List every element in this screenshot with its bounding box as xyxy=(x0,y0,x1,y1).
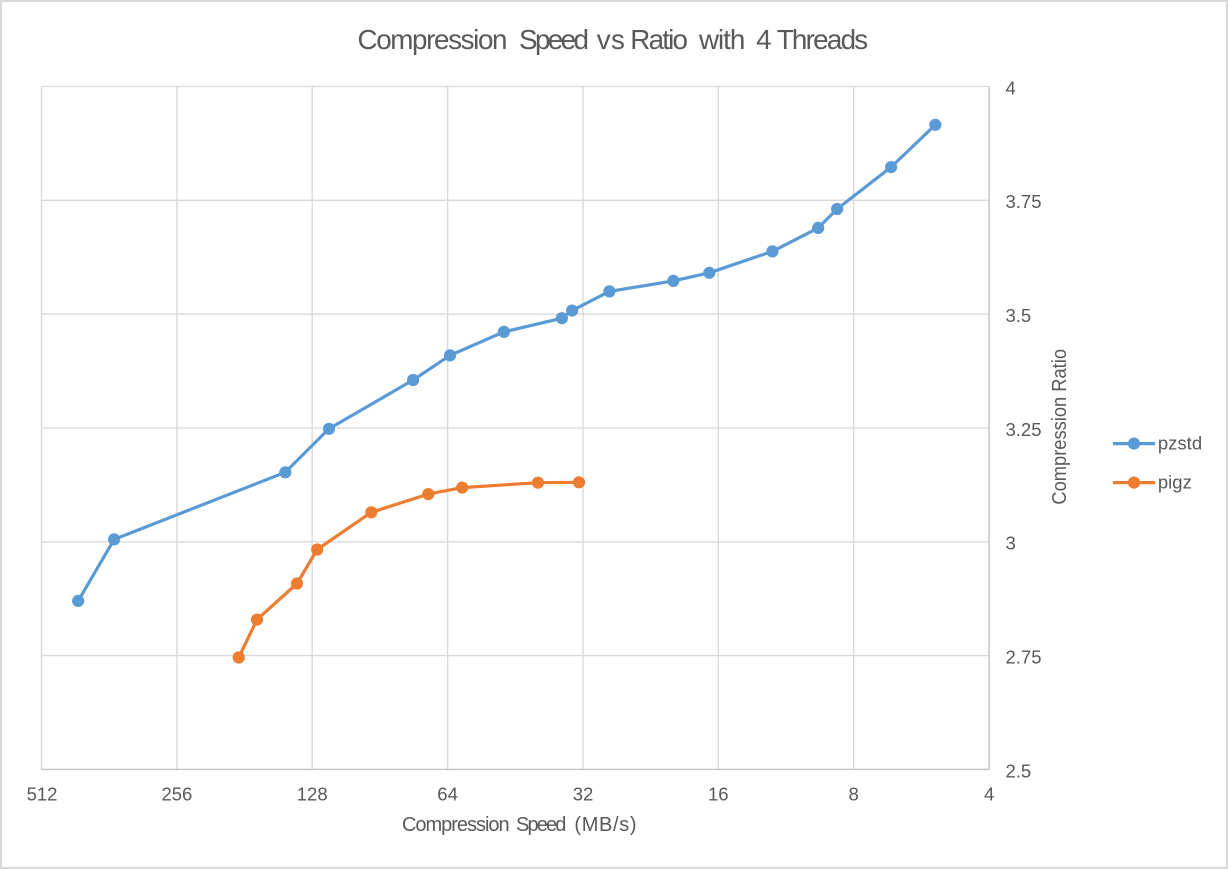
svg-text:pigz: pigz xyxy=(1158,471,1192,492)
svg-text:8: 8 xyxy=(849,784,859,805)
svg-text:3.25: 3.25 xyxy=(1006,419,1042,440)
svg-text:with: with xyxy=(698,24,745,55)
svg-text:(MB/s): (MB/s) xyxy=(574,814,636,836)
svg-text:Threads: Threads xyxy=(777,24,869,55)
svg-text:Compression: Compression xyxy=(402,814,510,836)
svg-text:vs: vs xyxy=(597,24,625,55)
svg-text:32: 32 xyxy=(573,784,594,805)
svg-text:3.75: 3.75 xyxy=(1006,191,1042,212)
svg-text:Ratio: Ratio xyxy=(630,24,688,55)
svg-text:2.5: 2.5 xyxy=(1006,760,1032,781)
svg-text:3.5: 3.5 xyxy=(1006,305,1032,326)
svg-text:Compression Ratio: Compression Ratio xyxy=(1049,349,1071,505)
svg-text:Speed: Speed xyxy=(519,24,589,55)
svg-text:Speed: Speed xyxy=(516,814,566,836)
svg-text:4: 4 xyxy=(1006,77,1016,98)
svg-text:64: 64 xyxy=(437,784,458,805)
svg-text:Compression: Compression xyxy=(358,24,508,55)
svg-text:pzstd: pzstd xyxy=(1158,432,1202,453)
svg-text:4: 4 xyxy=(756,24,771,55)
svg-text:3: 3 xyxy=(1006,533,1016,554)
svg-text:2.75: 2.75 xyxy=(1006,647,1042,668)
svg-text:256: 256 xyxy=(161,784,192,805)
svg-text:128: 128 xyxy=(297,784,328,805)
svg-text:16: 16 xyxy=(708,784,729,805)
svg-text:512: 512 xyxy=(27,784,58,805)
svg-text:4: 4 xyxy=(984,784,994,805)
